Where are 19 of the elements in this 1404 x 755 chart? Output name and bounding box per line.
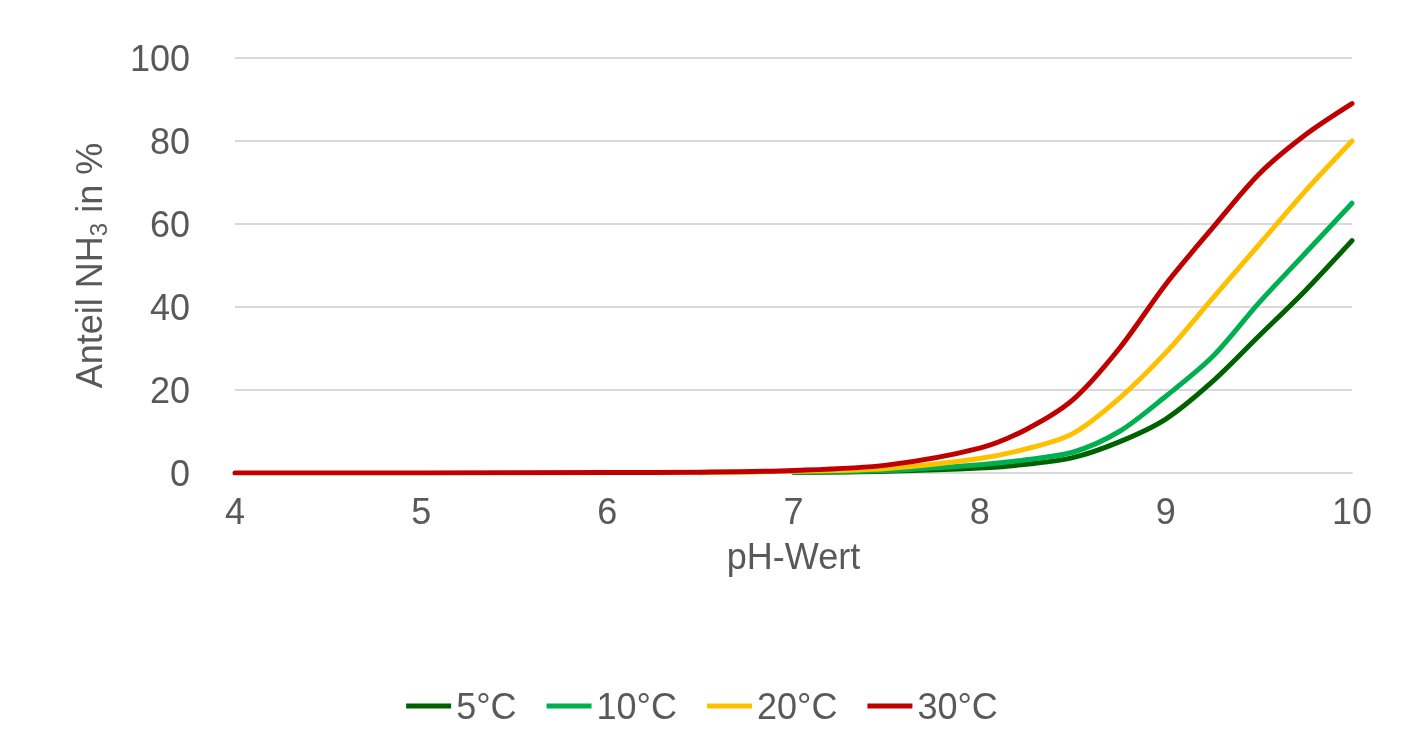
- x-tick-label: 7: [783, 490, 804, 532]
- y-axis-title: Anteil NH3 in %: [68, 142, 112, 389]
- y-tick-label: 80: [149, 120, 190, 162]
- y-tick-label: 60: [149, 203, 190, 245]
- x-tick-label: 8: [969, 490, 990, 532]
- y-tick-label: 100: [129, 37, 190, 79]
- x-axis-title: pH-Wert: [726, 535, 861, 577]
- y-tick-label: 40: [149, 286, 190, 328]
- y-tick-label: 20: [149, 369, 190, 411]
- x-tick-label: 10: [1331, 490, 1373, 532]
- x-tick-label: 9: [1155, 490, 1176, 532]
- x-tick-label: 4: [224, 490, 246, 532]
- legend-label: 5°C: [456, 685, 517, 727]
- x-tick-label: 6: [597, 490, 618, 532]
- legend-label: 10°C: [596, 685, 677, 727]
- legend-label: 30°C: [917, 685, 998, 727]
- legend-label: 20°C: [756, 685, 838, 727]
- y-tick-label: 0: [169, 452, 190, 494]
- x-tick-label: 5: [411, 490, 432, 532]
